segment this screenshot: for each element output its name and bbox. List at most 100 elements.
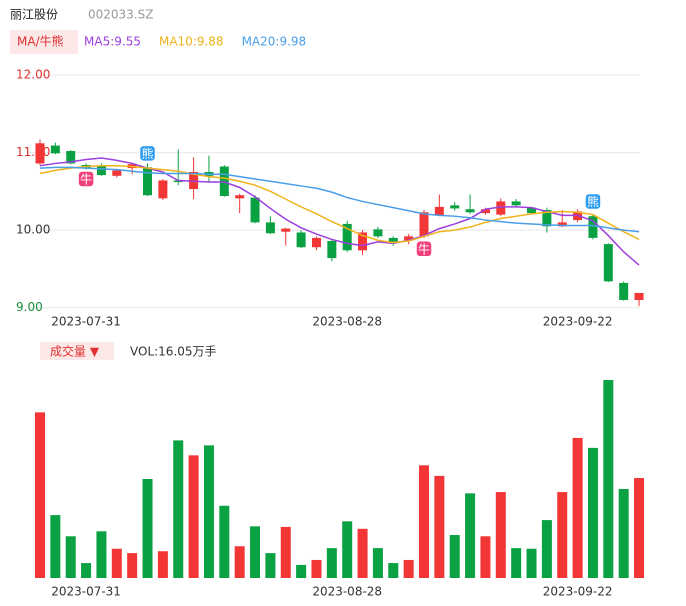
volume-bar (250, 526, 261, 578)
candle-body (250, 197, 260, 223)
volume-bar (388, 563, 399, 578)
ma-line (39, 166, 640, 233)
signal-label: 熊 (142, 146, 154, 161)
legend-tag[interactable]: MA/牛熊 (17, 34, 64, 49)
candle-body (143, 167, 153, 196)
candle-body (434, 206, 444, 216)
candle-body (66, 151, 76, 164)
candle-body (342, 223, 352, 251)
ma-line (39, 157, 640, 266)
volume-bar (449, 535, 460, 578)
candle-body (358, 232, 368, 251)
candle-body (281, 228, 291, 232)
signal-label: 熊 (587, 194, 599, 209)
x-tick-label: 2023-08-28 (312, 315, 382, 329)
volume-bar (557, 492, 568, 578)
candle-body (480, 209, 490, 214)
x-tick-label: 2023-07-31 (51, 585, 121, 599)
stock-name: 丽江股份 (10, 8, 58, 22)
candle-body (35, 143, 45, 164)
volume-bar (157, 551, 168, 578)
ma-line (39, 165, 640, 244)
signal-marker (138, 144, 157, 163)
y-tick-label: 12.00 (16, 68, 50, 82)
candle-body (373, 229, 383, 237)
candle-body (96, 165, 106, 176)
volume-bar (618, 488, 629, 578)
volume-bar (65, 536, 76, 578)
candle-body (603, 244, 613, 282)
candle-body (311, 237, 321, 248)
volume-bar (572, 437, 583, 578)
x-tick-label: 2023-09-22 (543, 315, 613, 329)
candle-body (404, 236, 414, 241)
candle-body (634, 292, 644, 300)
candle-body (496, 201, 506, 215)
volume-bar (265, 553, 276, 578)
volume-bar (81, 563, 92, 578)
volume-bar (326, 548, 337, 578)
volume-bar (403, 559, 414, 578)
candle-body (235, 195, 245, 199)
candle-body (542, 209, 552, 227)
volume-bar (372, 548, 383, 578)
volume-bar (587, 447, 598, 578)
candle-body (557, 222, 567, 227)
candle-body (511, 201, 521, 206)
y-tick-label: 11.00 (16, 145, 50, 159)
candle-body (265, 222, 275, 234)
signal-marker (415, 240, 433, 258)
candle-body (50, 145, 60, 154)
x-tick-label: 2023-08-28 (312, 585, 382, 599)
candle-body (419, 212, 429, 237)
y-tick-label: 10.00 (16, 223, 50, 237)
volume-bar (35, 412, 45, 578)
candle-body (296, 232, 306, 248)
legend-entry: MA20:9.98 (242, 35, 307, 49)
volume-bar (434, 475, 445, 578)
candle-body (527, 207, 537, 214)
volume-value: VOL:16.05万手 (130, 345, 217, 359)
volume-bar (219, 505, 230, 578)
candle-body (465, 209, 475, 213)
volume-bar (173, 440, 184, 578)
volume-bar (111, 548, 122, 578)
candle-body (619, 282, 629, 300)
volume-bar (526, 548, 537, 578)
volume-bar (357, 528, 368, 578)
volume-bar (480, 536, 491, 578)
candle-body (388, 237, 398, 242)
signal-marker (77, 170, 95, 188)
volume-bar (188, 455, 199, 578)
volume-tag-bg (40, 342, 114, 360)
candle-body (588, 216, 598, 238)
legend-tag-bg (10, 30, 78, 54)
signal-label: 牛 (80, 171, 92, 186)
x-tick-label: 2023-09-22 (543, 585, 613, 599)
volume-bar (465, 493, 476, 578)
volume-bar (634, 478, 645, 578)
x-tick-label: 2023-07-31 (51, 315, 121, 329)
volume-bar (311, 559, 322, 578)
volume-bar (342, 521, 353, 578)
candle-body (158, 180, 168, 199)
candle-body (112, 170, 122, 176)
legend-entry: MA10:9.88 (159, 35, 224, 49)
volume-bar (511, 548, 522, 578)
volume-tag[interactable]: 成交量 ▼ (50, 344, 100, 359)
volume-bar (541, 520, 552, 578)
signal-label: 牛 (418, 241, 430, 256)
volume-bar (603, 380, 614, 578)
volume-bar (495, 492, 506, 578)
volume-bar (280, 526, 291, 578)
volume-bar (96, 531, 107, 578)
signal-marker (584, 192, 602, 211)
volume-bar (142, 479, 153, 578)
stock-code: 002033.SZ (88, 8, 153, 22)
y-tick-label: 9.00 (16, 300, 43, 314)
legend-entry: MA5:9.55 (84, 35, 141, 49)
volume-bar (50, 515, 61, 578)
volume-bar (234, 546, 245, 578)
candle-body (173, 180, 183, 183)
